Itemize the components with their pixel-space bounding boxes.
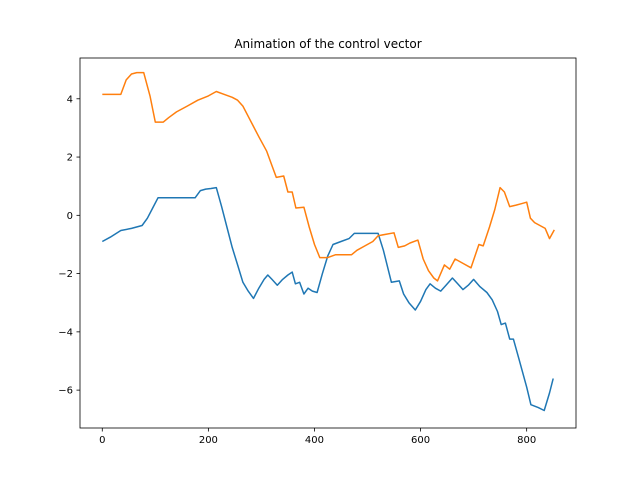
y-tick-label: 2 (67, 153, 73, 164)
y-tick-label: −6 (58, 386, 73, 397)
series-line-2 (102, 71, 555, 282)
x-tick-label: 600 (411, 435, 430, 446)
x-tick-label: 0 (99, 435, 105, 446)
y-tick-label: −2 (58, 269, 73, 280)
series-line-1 (101, 186, 554, 412)
y-tick-label: 4 (67, 94, 73, 105)
chart-title: Animation of the control vector (234, 37, 421, 51)
y-tick-label: 0 (67, 211, 73, 222)
x-tick-label: 200 (199, 435, 218, 446)
y-axis: −6 −4 −2 0 2 4 (58, 94, 80, 397)
x-tick-label: 400 (305, 435, 324, 446)
x-axis: 0 200 400 600 800 (99, 428, 536, 446)
x-tick-label: 800 (517, 435, 536, 446)
series-layer (101, 71, 555, 412)
y-tick-label: −4 (58, 327, 73, 338)
plot-frame (79, 57, 577, 429)
